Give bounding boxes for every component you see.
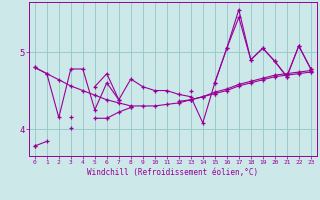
X-axis label: Windchill (Refroidissement éolien,°C): Windchill (Refroidissement éolien,°C) [87, 168, 258, 177]
